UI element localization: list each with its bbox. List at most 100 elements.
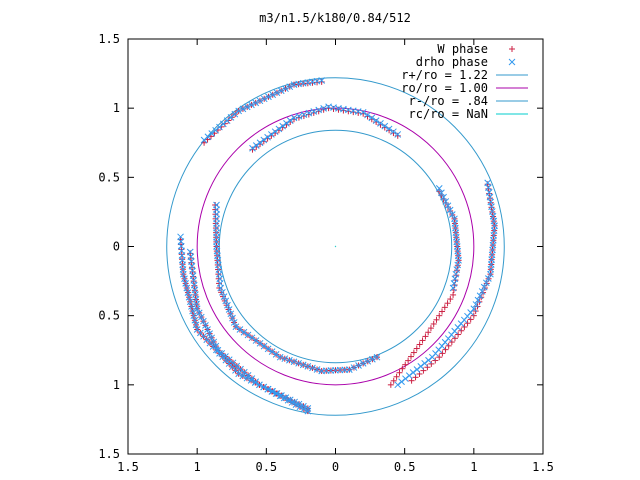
drho-phase-point [295,400,303,408]
drho-phase-point [428,353,436,361]
drho-phase-point [359,360,367,367]
drho-phase-point [315,106,323,114]
x-tick-label: 0.5 [394,460,416,474]
drho-phase-point [204,326,211,333]
drho-phase-point [252,99,260,107]
w-phase-point [189,268,196,275]
drho-phase-point [425,356,432,364]
w-phase-point [461,323,468,330]
x-tick-label: 1 [194,460,201,474]
drho-phase-point [409,369,417,376]
w-phase-point [448,339,455,346]
drho-phase-point [310,108,318,115]
drho-phase-point [402,375,409,383]
drho-phase-point [249,144,256,152]
drho-phase-point [220,293,228,300]
drho-phase-point [260,95,268,103]
drho-phase-point [279,122,287,130]
drho-phase-point [282,85,289,93]
w-phase-point [416,341,423,348]
w-phase-point [447,296,454,303]
legend-label: W phase [437,42,488,56]
legend-label: rc/ro = NaN [409,107,488,121]
drho-phase-point [219,288,226,296]
w-phase-point [486,195,493,202]
drho-phase-point [286,356,293,364]
drho-phase-point [355,362,362,369]
w-phase-point [436,354,443,361]
drho-phase-point [244,331,252,339]
drho-phase-point [290,114,298,122]
w-phase-point [455,331,462,338]
w-phase-point [201,139,208,146]
drho-phase-point [300,111,308,119]
x-tick-label: 0 [332,460,339,474]
drho-phase-point [235,107,243,115]
w-phase-point [190,273,197,280]
drho-phase-point [239,105,247,113]
w-phase-point [467,316,474,323]
drho-phase-point [197,313,205,321]
w-phase-point [485,185,492,192]
drho-phase-point [230,319,238,326]
y-tick-label: 1.5 [98,447,120,461]
drho-phase-point [248,334,256,342]
drho-phase-point [304,363,312,370]
y-tick-label: 0 [113,240,120,254]
drho-phase-point [278,392,285,399]
y-tick-label: 1.5 [98,32,120,46]
drho-phase-point [276,353,284,361]
w-phase-point [405,357,412,364]
drho-phase-point [206,330,213,338]
drho-phase-point [243,103,251,111]
w-phase-point [188,259,195,266]
x-axis: 1.5 1 0.5 0 0.5 1 1.5 [117,39,554,474]
w-phase-point [464,320,471,327]
drho-phase-point [260,342,268,350]
drho-phase-point [256,381,263,389]
y-tick-label: 1 [113,378,120,392]
drho-phase-point [225,306,233,313]
w-phase-point [428,360,435,367]
w-phase-point [441,304,448,311]
drho-phase-point [320,105,327,112]
center-point [334,245,337,248]
drho-phase-point [193,305,201,313]
w-phase-point [444,300,451,307]
drho-phase-point [300,402,307,410]
drho-phase-point [295,359,302,367]
w-phase-point [399,365,406,372]
y-tick-label: 0.5 [98,309,120,323]
drho-phase-point [304,404,312,412]
drho-phase-point [281,355,289,363]
drho-phase-point [444,202,452,210]
drho-phase-point [508,58,516,66]
w-phase-point [402,361,409,368]
w-phase-point [425,329,432,336]
drho-phase-point [210,338,218,346]
drho-phase-point [264,385,272,393]
x-tick-label: 1.5 [532,460,554,474]
drho-phase-point [256,339,264,347]
drho-phase-point [448,211,456,218]
reference-circle [196,107,475,386]
w-phase-point [444,203,451,210]
drho-phase-point [487,270,494,278]
drho-phase-point [268,348,276,355]
drho-phase-point [248,101,255,109]
drho-phase-point [269,387,276,395]
legend-label: ro/ro = 1.00 [401,81,488,95]
w-phase-point [436,312,443,319]
drho-phase-point [260,383,268,391]
drho-phase-point [275,125,283,133]
w-phase-point [486,190,493,197]
drho-phase-point [305,109,313,117]
drho-phase-point [394,131,402,138]
drho-phase-point [195,309,203,317]
w-phase-point [387,381,394,388]
drho-phase-point [291,398,298,406]
drho-phase-point [421,359,429,367]
legend-label: r-/ro = .84 [409,94,488,108]
w-phase-point [396,369,403,376]
